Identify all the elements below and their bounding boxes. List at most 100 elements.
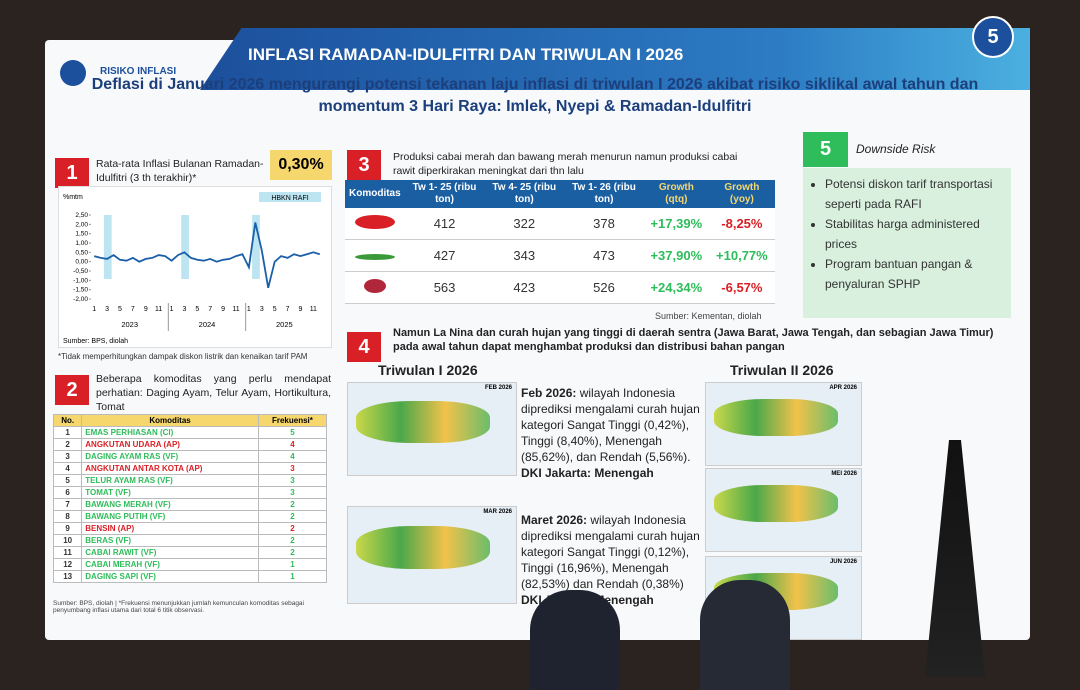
x-tick-label: 7 (208, 306, 212, 313)
bullet: Potensi diskon tarif transportasi sepert… (825, 174, 1005, 214)
section-label: Namun La Nina dan curah hujan yang tingg… (393, 327, 994, 353)
table-cell: 7 (52, 498, 83, 511)
commodity-icon (345, 208, 405, 240)
shade (252, 215, 260, 279)
legend-swatch (259, 192, 321, 202)
table-cell: BERAS (VF) (81, 534, 259, 547)
table-cell: 6 (52, 486, 83, 499)
x-tick-label: 1 (92, 306, 96, 313)
x-tick-label: 9 (144, 306, 148, 313)
note: Sumber: BPS, diolah | *Frekuensi menunju… (53, 600, 304, 614)
table-cell: 3 (257, 486, 328, 499)
y-tick-label: -2,00 (73, 296, 88, 303)
column-header: Growth (yoy) (708, 180, 775, 208)
x-tick-label: 11 (155, 306, 162, 313)
paragraph-heading: Feb 2026: (521, 386, 577, 400)
table-cell: 563 (404, 271, 485, 304)
shade (181, 215, 189, 279)
table-cell: CABAI MERAH (VF) (81, 558, 259, 571)
table-cell: +17,39% (643, 208, 709, 240)
header-band (200, 28, 1030, 90)
table-cell: 473 (564, 239, 644, 272)
table-cell: 3 (257, 462, 328, 475)
table-row: 563 423 526 +24,34% -6,57% (345, 271, 775, 304)
column-header: No. (52, 414, 83, 427)
y-tick-label: 1,50 (75, 231, 88, 238)
commodity-icon (345, 271, 405, 304)
legend-label: HBKN RAFI (271, 195, 308, 202)
subtitle: Deflasi di Januari 2026 mengurangi poten… (91, 76, 979, 115)
table-cell: BAWANG MERAH (VF) (81, 498, 259, 511)
x-tick-label: 1 (170, 306, 174, 313)
x-tick-label: 1 (247, 306, 251, 313)
x-tick-label: 3 (260, 306, 264, 313)
section-number: 5 (803, 132, 848, 167)
section-number: 1 (55, 158, 89, 188)
paragraph: Maret 2026: wilayah Indonesia diprediksi… (521, 512, 701, 608)
x-tick-label: 7 (131, 306, 135, 313)
x-tick-label: 3 (105, 306, 109, 313)
year-label: 2024 (199, 320, 216, 329)
table-cell: 427 (404, 239, 485, 272)
axis-label: %mtm (63, 194, 83, 201)
slide-title: INFLASI RAMADAN-IDULFITRI DAN TRIWULAN I… (248, 45, 684, 64)
table-cell: 9 (52, 522, 83, 535)
column-header: Komoditas (81, 414, 259, 427)
table-cell: TELUR AYAM RAS (VF) (81, 474, 259, 487)
audience (530, 590, 620, 690)
table-cell: 2 (257, 522, 328, 535)
icon (354, 254, 395, 260)
table-cell: 12 (52, 558, 83, 571)
table-cell: 5 (52, 474, 83, 487)
table-row: 2 ANGKUTAN UDARA (AP) 4 (52, 438, 328, 451)
table-row: 10 BERAS (VF) 2 (52, 534, 328, 547)
x-tick-label: 3 (182, 306, 186, 313)
table-cell: 322 (484, 208, 565, 240)
paragraph: Feb 2026: wilayah Indonesia diprediksi m… (521, 385, 701, 481)
header-row: No. Komoditas Frekuensi* (52, 414, 328, 427)
y-tick-label: -1,50 (73, 287, 88, 294)
x-tick-label: 11 (232, 306, 239, 313)
section-label: Produksi cabai merah dan bawang merah me… (393, 151, 738, 177)
x-tick-label: 5 (273, 306, 277, 313)
column-header: Growth (qtq) (643, 180, 709, 208)
note: *Tidak memperhitungkan dampak diskon lis… (58, 352, 308, 361)
x-tick-label: 11 (310, 306, 317, 313)
table-row: 11 CABAI RAWIT (VF) 2 (52, 546, 328, 559)
table-cell: 2 (257, 534, 328, 547)
table-row: 412 322 378 +17,39% -8,25% (345, 208, 775, 240)
table-row: 7 BAWANG MERAH (VF) 2 (52, 498, 328, 511)
table-cell: 1 (52, 426, 83, 439)
table-cell: 1 (257, 570, 328, 583)
table-row: 13 DAGING SAPI (VF) 1 (52, 570, 328, 583)
table-cell: 5 (257, 426, 328, 439)
table-cell: +10,77% (708, 239, 775, 272)
table-cell: BAWANG PUTIH (VF) (81, 510, 259, 523)
table-cell: DAGING AYAM RAS (VF) (81, 450, 259, 463)
table-cell: 11 (52, 546, 83, 559)
map: FEB 2026 (347, 382, 517, 476)
table-row: 427 343 473 +37,90% +10,77% (345, 239, 775, 272)
section-number: 4 (347, 332, 381, 362)
table-cell: 2 (257, 546, 328, 559)
source: Sumber: BPS, diolah (63, 338, 128, 345)
paragraph-heading: Maret 2026: (521, 513, 588, 527)
table-cell: EMAS PERHIASAN (CI) (81, 426, 259, 439)
table-cell: BENSIN (AP) (81, 522, 259, 535)
year-label: 2025 (276, 320, 293, 329)
y-tick-label: 0,50 (75, 249, 88, 256)
table-cell: 2 (257, 498, 328, 511)
x-tick-label: 5 (118, 306, 122, 313)
source: Sumber: Kementan, diolah (655, 311, 762, 321)
map-blob (714, 399, 838, 437)
table-row: 12 CABAI MERAH (VF) 1 (52, 558, 328, 571)
table-cell: 13 (52, 570, 83, 583)
table-cell: TOMAT (VF) (81, 486, 259, 499)
bullet: Program bantuan pangan & penyaluran SPHP (825, 254, 1005, 294)
table-cell: 4 (257, 438, 328, 451)
table-cell: ANGKUTAN UDARA (AP) (81, 438, 259, 451)
table-cell: 8 (52, 510, 83, 523)
year-label: 2023 (121, 320, 138, 329)
y-tick-label: 2,50 (75, 212, 88, 219)
icon (363, 279, 386, 293)
